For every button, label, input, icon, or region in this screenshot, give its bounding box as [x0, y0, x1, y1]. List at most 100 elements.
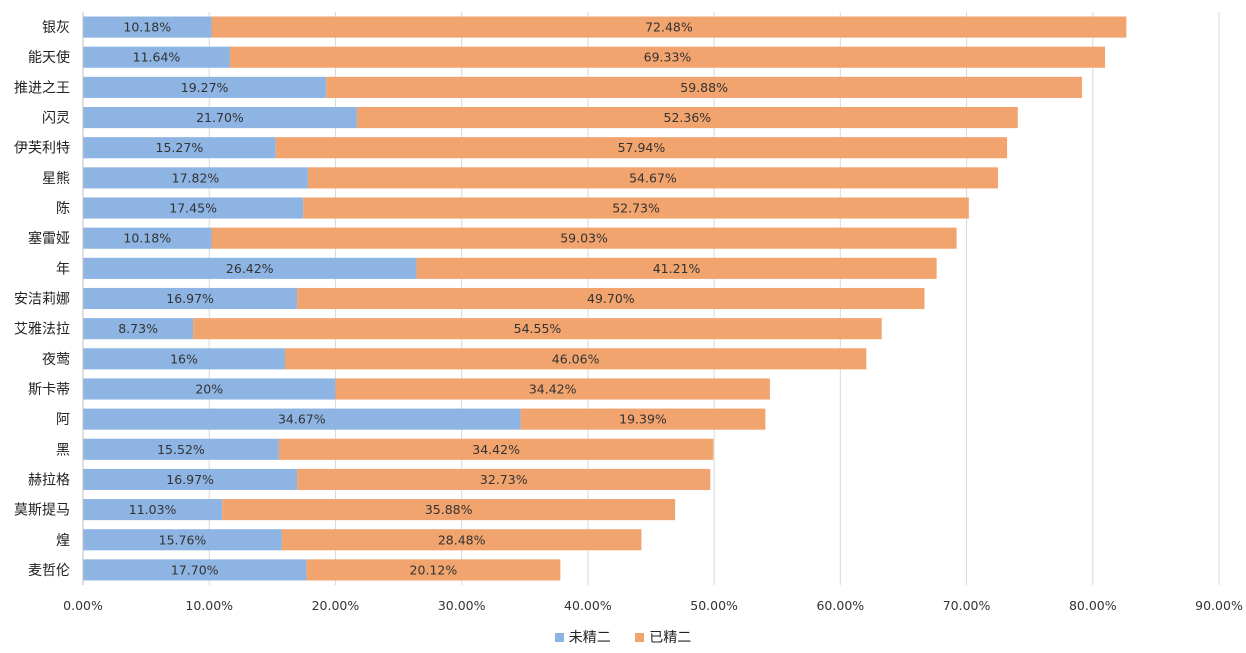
- bar-segment: [416, 257, 937, 279]
- x-tick-label: 50.00%: [690, 598, 738, 613]
- bar-segment: [284, 348, 867, 370]
- bar-segment: [83, 137, 276, 159]
- bar-segment: [83, 227, 212, 249]
- category-label: 夜莺: [42, 352, 70, 368]
- bar-segment: [83, 16, 212, 38]
- category-label: 年: [56, 261, 70, 277]
- bar-segment: [520, 408, 766, 430]
- bar-segment: [83, 559, 307, 581]
- data-label: 11.64%: [133, 50, 181, 65]
- bar-segment: [326, 76, 1083, 98]
- category-label: 星熊: [42, 171, 70, 187]
- bar-segment: [306, 559, 561, 581]
- bar-segment: [83, 197, 304, 219]
- data-label: 15.27%: [156, 140, 204, 155]
- data-label: 32.73%: [480, 472, 528, 487]
- x-tick-label: 10.00%: [185, 598, 233, 613]
- bar-segment: [356, 106, 1018, 129]
- data-label: 20%: [195, 381, 223, 396]
- data-label: 52.36%: [664, 110, 712, 125]
- bar-segment: [335, 378, 770, 400]
- data-label: 19.39%: [619, 412, 667, 427]
- bar-segment: [83, 76, 327, 98]
- category-label: 闪灵: [42, 111, 70, 127]
- bar-segment: [83, 257, 417, 279]
- bar-segment: [83, 529, 282, 551]
- data-label: 41.21%: [653, 261, 701, 276]
- bar-segment: [83, 348, 285, 370]
- legend-label-elite2: 已精二: [649, 630, 692, 646]
- data-label: 20.12%: [410, 562, 458, 577]
- data-label: 52.73%: [612, 201, 660, 216]
- x-tick-label: 0.00%: [63, 598, 103, 613]
- data-label: 34.67%: [278, 412, 326, 427]
- category-label: 推进之王: [14, 80, 70, 96]
- bar-segment: [193, 318, 882, 340]
- bar-segment: [229, 46, 1106, 68]
- data-label: 15.52%: [157, 442, 205, 457]
- bar-segment: [303, 197, 969, 219]
- category-label: 塞雷娅: [28, 230, 70, 247]
- data-label: 17.82%: [172, 170, 220, 185]
- chart-legend: 未精二 已精二: [0, 627, 1246, 647]
- bar-segment: [307, 167, 998, 189]
- data-label: 11.03%: [129, 502, 177, 517]
- data-label: 35.88%: [425, 502, 473, 517]
- bar-segment: [297, 468, 711, 491]
- bar-segment: [83, 46, 230, 68]
- data-label: 34.42%: [529, 381, 577, 396]
- data-label: 16.97%: [166, 291, 214, 306]
- data-label: 54.55%: [514, 321, 562, 336]
- legend-swatch-unelite2: [554, 633, 564, 642]
- bar-segment: [83, 378, 336, 400]
- bar-segment: [222, 499, 676, 521]
- data-label: 46.06%: [552, 351, 600, 366]
- x-tick-label: 70.00%: [943, 598, 991, 613]
- x-tick-label: 90.00%: [1195, 598, 1243, 613]
- data-label: 10.18%: [123, 231, 171, 246]
- data-label: 26.42%: [226, 261, 274, 276]
- bar-segment: [83, 167, 308, 189]
- bar-segment: [281, 529, 642, 551]
- data-label: 21.70%: [196, 110, 244, 125]
- bar-segment: [83, 318, 194, 340]
- x-tick-label: 20.00%: [312, 598, 360, 613]
- data-label: 49.70%: [587, 291, 635, 306]
- data-label: 17.70%: [171, 562, 219, 577]
- data-label: 10.18%: [123, 20, 171, 35]
- data-label: 16.97%: [166, 472, 214, 487]
- legend-swatch-elite2: [635, 633, 645, 642]
- legend-label-unelite2: 未精二: [568, 630, 611, 646]
- category-label: 艾雅法拉: [14, 322, 70, 338]
- bar-segment: [83, 106, 357, 129]
- data-label: 16%: [170, 351, 198, 366]
- data-label: 34.42%: [472, 442, 520, 457]
- data-label: 17.45%: [169, 201, 217, 216]
- data-label: 72.48%: [645, 20, 693, 35]
- x-tick-label: 40.00%: [564, 598, 612, 613]
- bar-segment: [211, 16, 1127, 38]
- data-label: 59.03%: [560, 231, 608, 246]
- category-label: 陈: [56, 200, 70, 217]
- data-label: 54.67%: [629, 170, 677, 185]
- data-label: 8.73%: [118, 321, 158, 336]
- x-tick-label: 80.00%: [1069, 598, 1117, 613]
- x-tick-label: 60.00%: [816, 598, 864, 613]
- data-label: 28.48%: [438, 532, 486, 547]
- data-label: 15.76%: [159, 532, 207, 547]
- category-label: 煌: [56, 533, 70, 549]
- category-label: 阿: [56, 412, 70, 428]
- bar-segment: [83, 499, 223, 521]
- data-label: 57.94%: [618, 140, 666, 155]
- category-label: 银灰: [42, 20, 70, 36]
- bar-segment: [211, 227, 957, 249]
- bar-segment: [275, 137, 1008, 159]
- chart-plot: 0.00% 10.00% 20.00% 30.00% 40.00% 50.00% 60.00…: [14, 12, 1243, 613]
- bar-segment: [83, 287, 298, 310]
- data-label: 19.27%: [181, 80, 229, 95]
- bar-segment: [278, 438, 714, 460]
- category-label: 斯卡蒂: [28, 382, 70, 398]
- category-label: 安洁莉娜: [14, 292, 70, 308]
- category-label: 麦哲伦: [28, 563, 70, 579]
